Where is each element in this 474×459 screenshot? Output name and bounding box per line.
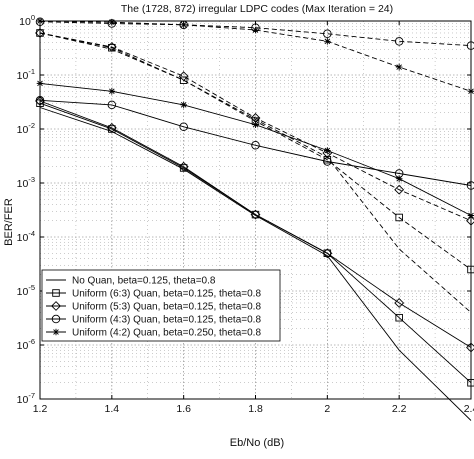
marker-square [323,249,332,258]
y-axis-label: BER/FER [3,198,15,246]
x-tick-label: 2.2 [392,403,407,415]
y-tick-label: 10-3 [17,175,35,190]
marker-star [52,328,60,336]
series-line-fer [39,32,472,270]
marker-star [180,101,187,109]
y-tick-label: 10-7 [17,391,35,406]
x-tick-label: 1.8 [248,403,263,415]
y-tick-label: 10-6 [17,337,35,352]
y-tick-label: 10-5 [17,283,35,298]
x-tick-label: 2.4 [464,403,474,415]
marker-star [108,87,116,95]
marker-circle [51,314,61,324]
marker-diamond [106,42,117,52]
marker-star [252,26,259,34]
series-line-ber [39,99,472,186]
legend-label: Uniform (5:3) Quan, beta=0.125, theta=0.… [72,302,261,313]
marker-diamond [178,161,189,172]
marker-circle [394,37,404,46]
series-layer [35,17,474,421]
legend-label: Uniform (6:3) Quan, beta=0.125, theta=0.… [72,289,261,300]
legend-label: Uniform (4:3) Quan, beta=0.125, theta=0.… [72,315,261,326]
marker-circle [179,122,188,132]
y-tick-label: 10-2 [17,121,35,136]
marker-diamond [178,71,189,82]
marker-star [252,121,259,129]
x-tick-label: 1.2 [33,403,48,415]
x-tick-label: 1.6 [176,403,191,415]
series-group [35,17,474,190]
marker-square [395,313,403,322]
y-tick-label: 100 [19,13,35,28]
marker-circle [107,100,117,110]
marker-circle [251,141,260,150]
series-line-fer [39,32,472,222]
y-tick-label: 10-1 [17,67,35,82]
marker-star [324,147,331,154]
chart-title: The (1728, 872) irregular LDPC codes (Ma… [121,3,393,15]
marker-star [395,175,403,183]
marker-circle [323,157,332,166]
y-tick-label: 10-4 [17,229,35,244]
marker-diamond [51,301,61,311]
marker-square [179,76,188,84]
marker-square [251,210,260,219]
series-group [35,28,474,353]
marker-diamond [394,184,405,195]
legend-box [41,269,281,342]
marker-diamond [106,122,117,133]
series-line-fer [39,32,472,313]
marker-circle [323,29,332,39]
x-tick-label: 1.4 [105,403,120,415]
legend-label: Uniform (4:2) Quan, beta=0.250, theta=0.… [72,328,261,339]
legend-label: No Quan, beta=0.125, theta=0.8 [72,276,216,287]
legend: No Quan, beta=0.125, theta=0.8 Uniform (6… [41,269,281,342]
marker-star [324,38,331,45]
x-axis-label: Eb/No (dB) [230,437,284,449]
marker-diamond [394,298,405,308]
marker-star [395,63,403,71]
marker-diamond [322,248,333,259]
marker-diamond [250,209,261,220]
tick-labels: 1.2 1.4 1.6 1.8 2 2.2 2.4 10-7 10-6 10-5 10-4 10-3 1… [17,13,474,415]
marker-square [52,289,60,297]
series-line-ber [39,100,472,348]
x-tick-label: 2 [324,403,330,415]
marker-square [395,213,403,222]
